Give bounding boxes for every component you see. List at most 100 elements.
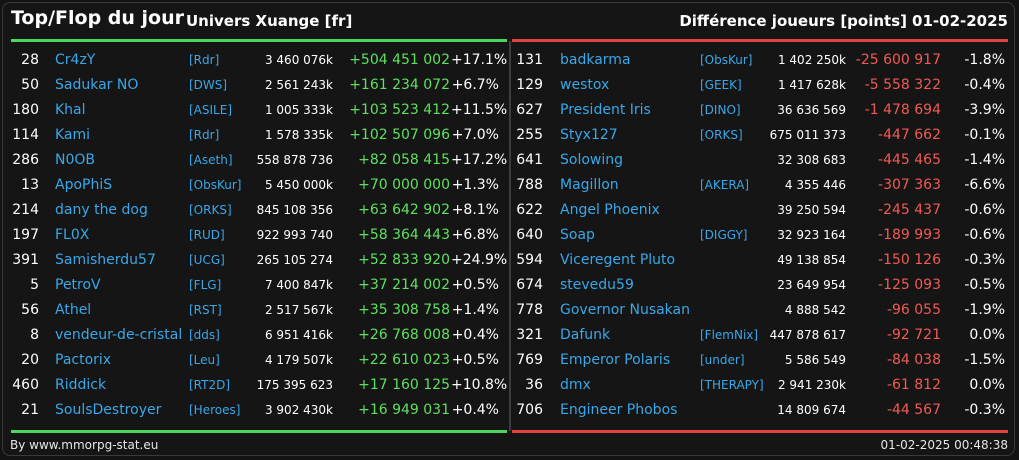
player-points: 32 923 164 (777, 228, 846, 242)
player-name-link[interactable]: badkarma (560, 52, 631, 68)
player-name-link[interactable]: SoulsDestroyer (55, 402, 162, 418)
alliance-tag-link[interactable]: [FlemNix] (700, 328, 759, 342)
alliance-tag-link[interactable]: [Rdr] (189, 53, 220, 67)
alliance-tag-link[interactable]: [Rdr] (189, 128, 220, 142)
player-points: 675 011 373 (769, 128, 846, 142)
player-rank: 56 (21, 302, 39, 318)
player-row: 114 Kami [Rdr] 1 578 335k +102 507 096 +7.0% (11, 123, 507, 148)
player-name-link[interactable]: dany the dog (55, 202, 148, 218)
points-difference: -445 465 (878, 152, 941, 168)
player-name-link[interactable]: Viceregent Pluto (560, 252, 676, 268)
player-rank: 706 (516, 402, 543, 418)
alliance-tag-link[interactable]: [ObsKur] (189, 178, 242, 192)
player-row: 706 Engineer Phobos 14 809 674 -44 567 -0.3% (512, 398, 1008, 423)
player-name-link[interactable]: Governor Nusakan (560, 302, 690, 318)
player-points: 265 105 274 (256, 253, 333, 267)
player-row: 36 dmx [THERAPY] 2 941 230k -61 812 0.0% (512, 373, 1008, 398)
player-name-link[interactable]: N0OB (55, 152, 96, 168)
player-points: 49 138 854 (777, 253, 846, 267)
percent-change: +0.5% (451, 277, 499, 293)
percent-change: -0.6% (964, 202, 1005, 218)
player-name-link[interactable]: ApoPhiS (55, 177, 113, 193)
player-name-link[interactable]: dmx (560, 377, 591, 393)
player-name-link[interactable]: FL0X (55, 227, 90, 243)
alliance-tag-link[interactable]: [AKERA] (700, 178, 750, 192)
player-name-link[interactable]: Riddick (55, 377, 107, 393)
alliance-tag-link[interactable]: [ORKS] (189, 203, 232, 217)
player-name-link[interactable]: vendeur-de-cristal (55, 327, 183, 343)
player-name-link[interactable]: Athel (55, 302, 92, 318)
player-name-link[interactable]: Samisherdu57 (55, 252, 156, 268)
player-rank: 321 (516, 327, 543, 343)
player-name-link[interactable]: Khal (55, 102, 86, 118)
player-row: 255 Styx127 [ORKS] 675 011 373 -447 662 -0.1% (512, 123, 1008, 148)
points-difference: +52 833 920 (358, 252, 450, 268)
column-divider (509, 41, 511, 431)
alliance-tag-link[interactable]: [Heroes] (189, 403, 241, 417)
percent-change: +1.4% (451, 302, 499, 318)
player-name-link[interactable]: Soap (560, 227, 595, 243)
alliance-tag-link[interactable]: [DINO] (700, 103, 741, 117)
player-name-link[interactable]: Styx127 (560, 127, 618, 143)
percent-change: -0.1% (964, 127, 1005, 143)
alliance-tag-link[interactable]: [dds] (189, 328, 220, 342)
player-name-link[interactable]: Magillon (560, 177, 619, 193)
alliance-tag-link[interactable]: [DWS] (189, 78, 228, 92)
player-row: 622 Angel Phoenix 39 250 594 -245 437 -0.6% (512, 198, 1008, 223)
alliance-tag-link[interactable]: [ObsKur] (700, 53, 753, 67)
alliance-tag-link[interactable]: [GEEK] (700, 78, 742, 92)
points-difference: -25 600 917 (855, 52, 941, 68)
alliance-tag-link[interactable]: [UCG] (189, 253, 225, 267)
player-points: 2 941 230k (777, 378, 846, 392)
player-name-link[interactable]: stevedu59 (560, 277, 634, 293)
player-name-link[interactable]: Dafunk (560, 327, 611, 343)
player-name-link[interactable]: westox (560, 77, 610, 93)
alliance-tag-link[interactable]: [THERAPY] (700, 378, 764, 392)
alliance-tag-link[interactable]: [DIGGY] (700, 228, 748, 242)
player-rank: 214 (12, 202, 39, 218)
alliance-tag-link[interactable]: [Leu] (189, 353, 220, 367)
player-name-link[interactable]: Emperor Polaris (560, 352, 671, 368)
alliance-tag-link[interactable]: [FLG] (189, 278, 222, 292)
alliance-tag-link[interactable]: [RUD] (189, 228, 225, 242)
player-row: 674 stevedu59 23 649 954 -125 093 -0.5% (512, 273, 1008, 298)
player-name-link[interactable]: President Iris (560, 102, 651, 118)
player-name-link[interactable]: Kami (55, 127, 91, 143)
percent-change: -0.3% (964, 252, 1005, 268)
player-name-link[interactable]: Sadukar NO (55, 77, 139, 93)
player-row: 21 SoulsDestroyer [Heroes] 3 902 430k +16 94… (11, 398, 507, 423)
player-points: 558 878 736 (256, 153, 333, 167)
player-rank: 674 (516, 277, 543, 293)
player-rank: 129 (516, 77, 543, 93)
player-rank: 788 (516, 177, 543, 193)
player-name-link[interactable]: Angel Phoenix (560, 202, 660, 218)
flop-bottom-rule (512, 430, 1008, 433)
alliance-tag-link[interactable]: [under] (700, 353, 745, 367)
player-rank: 255 (516, 127, 543, 143)
metric-label: Différence joueurs [points] (679, 12, 907, 30)
player-name-link[interactable]: PetroV (55, 277, 101, 293)
points-difference: +26 768 008 (358, 327, 450, 343)
player-points: 6 951 416k (264, 328, 333, 342)
percent-change: -1.8% (964, 52, 1005, 68)
alliance-tag-link[interactable]: [ASILE] (189, 103, 232, 117)
alliance-tag-link[interactable]: [RST] (189, 303, 222, 317)
percent-change: -1.4% (964, 152, 1005, 168)
player-row: 50 Sadukar NO [DWS] 2 561 243k +161 234 072 +… (11, 73, 507, 98)
alliance-tag-link[interactable]: [ORKS] (700, 128, 743, 142)
points-difference: +58 364 443 (358, 227, 450, 243)
player-name-link[interactable]: Engineer Phobos (560, 402, 678, 418)
player-row: 56 Athel [RST] 2 517 567k +35 308 758 +1.4% (11, 298, 507, 323)
player-points: 4 179 507k (264, 353, 333, 367)
alliance-tag-link[interactable]: [RT2D] (189, 378, 231, 392)
player-row: 214 dany the dog [ORKS] 845 108 356 +63 642 … (11, 198, 507, 223)
player-points: 14 809 674 (777, 403, 846, 417)
percent-change: 0.0% (969, 327, 1005, 343)
player-row: 641 Solowing 32 308 683 -445 465 -1.4% (512, 148, 1008, 173)
alliance-tag-link[interactable]: [Aseth] (189, 153, 233, 167)
player-points: 1 402 250k (777, 53, 846, 67)
player-points: 23 649 954 (777, 278, 846, 292)
player-name-link[interactable]: Cr4zY (55, 52, 96, 68)
player-name-link[interactable]: Pactorix (55, 352, 112, 368)
player-name-link[interactable]: Solowing (560, 152, 624, 168)
